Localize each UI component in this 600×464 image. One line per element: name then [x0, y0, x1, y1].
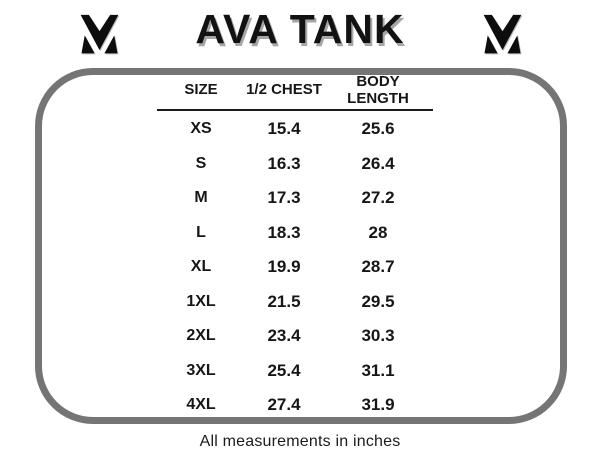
- cell-size: S: [195, 154, 207, 172]
- cell-half-chest: 18.3: [267, 222, 301, 242]
- cell-size: L: [196, 223, 206, 241]
- cell-size: 4XL: [186, 396, 216, 414]
- cell-body-length: 30.3: [361, 326, 395, 346]
- cell-size: XL: [190, 258, 212, 276]
- measurements-note: All measurements in inches: [199, 433, 401, 450]
- size-chart-frame: [35, 68, 567, 424]
- cell-size: M: [194, 189, 208, 207]
- cell-size: 2XL: [186, 327, 216, 345]
- cell-half-chest: 23.4: [267, 326, 301, 346]
- brand-m-monogram-icon: [483, 14, 522, 54]
- cell-half-chest: 16.3: [267, 153, 301, 173]
- cell-size: XS: [190, 120, 212, 138]
- cell-body-length: 28: [368, 222, 388, 242]
- column-header-body-length-label: BODY LENGTH: [347, 72, 409, 107]
- cell-body-length: 28.7: [361, 257, 395, 277]
- cell-half-chest: 27.4: [267, 395, 301, 415]
- cell-half-chest: 17.3: [267, 188, 301, 208]
- cell-body-length: 29.5: [361, 291, 395, 311]
- column-header-size: SIZE: [184, 81, 218, 99]
- cell-half-chest: 19.9: [267, 257, 301, 277]
- header-divider: [157, 109, 433, 111]
- cell-body-length: 31.1: [361, 360, 395, 380]
- column-header-half-chest: 1/2 CHEST: [246, 81, 322, 99]
- cell-size: 1XL: [186, 292, 216, 310]
- size-table: SIZE 1/2 CHEST BODY LENGTH XS 15.4 25.6 …: [157, 71, 433, 423]
- cell-body-length: 31.9: [361, 395, 395, 415]
- cell-body-length: 27.2: [361, 188, 395, 208]
- column-header-body-length: BODY LENGTH: [323, 71, 433, 109]
- page-title: AVA TANK: [195, 6, 405, 52]
- cell-half-chest: 15.4: [267, 119, 301, 139]
- brand-m-monogram-icon: [80, 14, 119, 54]
- cell-size: 3XL: [186, 361, 216, 379]
- cell-body-length: 25.6: [361, 119, 395, 139]
- cell-half-chest: 25.4: [267, 360, 301, 380]
- cell-body-length: 26.4: [361, 153, 395, 173]
- cell-half-chest: 21.5: [267, 291, 301, 311]
